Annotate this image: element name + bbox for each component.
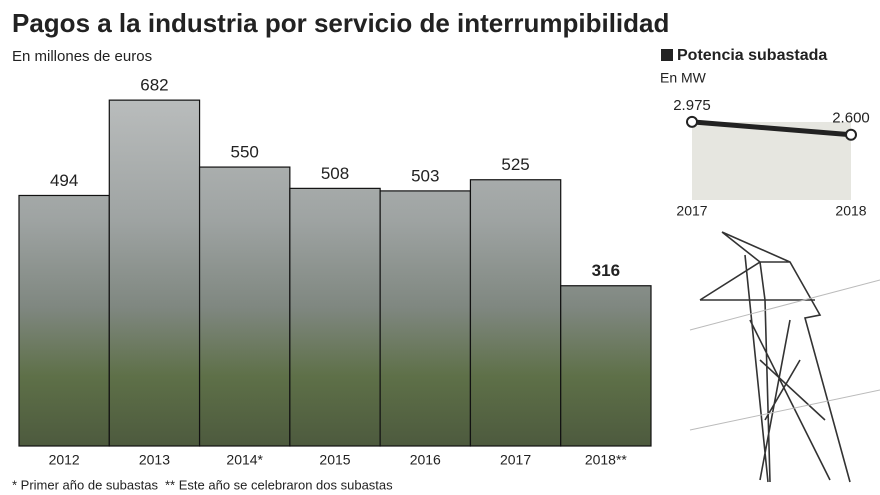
value-label: 508	[321, 164, 349, 183]
bar	[289, 187, 381, 447]
x-tick-label: 2018**	[585, 452, 628, 468]
inset-title: Potencia subastada	[677, 47, 827, 64]
x-tick-label: 2018	[835, 203, 866, 219]
x-tick-label: 2016	[410, 452, 441, 468]
x-tick-label: 2017	[676, 203, 707, 219]
pylon-illustration	[689, 231, 880, 483]
bar	[560, 285, 652, 447]
chart-subtitle: En millones de euros	[12, 48, 152, 65]
value-label: 550	[231, 143, 259, 162]
value-label: 2.975	[673, 97, 711, 114]
value-label: 494	[50, 171, 78, 190]
x-tick-label: 2012	[49, 452, 80, 468]
bar	[18, 194, 110, 447]
bar	[198, 166, 291, 447]
x-tick-label: 2017	[500, 452, 531, 468]
line	[691, 119, 852, 138]
x-tick-label: 2015	[319, 452, 350, 468]
x-tick-label: 2014*	[226, 452, 263, 468]
bar	[108, 99, 201, 447]
value-label: 682	[140, 76, 168, 95]
point	[845, 128, 857, 141]
point	[686, 115, 698, 128]
legend-square	[661, 49, 673, 61]
value-label: 2.600	[832, 110, 870, 127]
value-label: 503	[411, 166, 439, 185]
value-label: 525	[501, 155, 529, 174]
chart-title: Pagos a la industria por servicio de int…	[12, 8, 669, 38]
value-label: 316	[592, 261, 620, 280]
footnote: ** Este año se celebraron dos subastas	[165, 477, 393, 492]
bar	[379, 190, 472, 447]
x-tick-label: 2013	[139, 452, 170, 468]
footnote: * Primer año de subastas	[12, 477, 158, 492]
bar	[469, 179, 562, 447]
inset-subtitle: En MW	[660, 70, 707, 86]
